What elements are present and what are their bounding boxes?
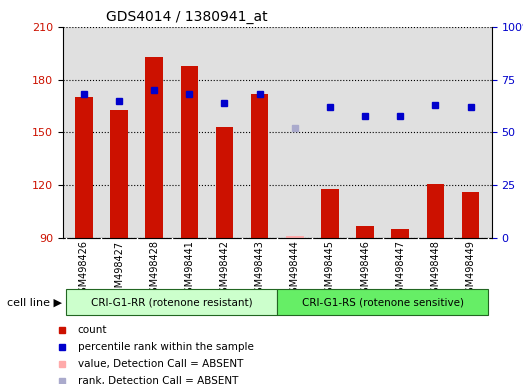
Text: cell line ▶: cell line ▶	[7, 297, 62, 308]
Text: GSM498426: GSM498426	[79, 240, 89, 300]
Text: GSM498446: GSM498446	[360, 240, 370, 300]
Bar	[145, 57, 163, 238]
Text: percentile rank within the sample: percentile rank within the sample	[77, 342, 254, 352]
Bar	[75, 97, 93, 238]
Bar	[427, 184, 444, 238]
Bar	[180, 66, 198, 238]
Text: CRI-G1-RS (rotenone sensitive): CRI-G1-RS (rotenone sensitive)	[302, 297, 464, 308]
Bar	[215, 127, 233, 238]
Text: count: count	[77, 325, 107, 335]
Bar	[251, 94, 268, 238]
Text: GSM498449: GSM498449	[465, 240, 475, 300]
Text: GSM498428: GSM498428	[149, 240, 159, 300]
FancyBboxPatch shape	[66, 290, 277, 315]
FancyBboxPatch shape	[277, 290, 488, 315]
Text: GSM498445: GSM498445	[325, 240, 335, 300]
Text: GSM498441: GSM498441	[184, 240, 195, 300]
Text: GSM498442: GSM498442	[220, 240, 230, 300]
Bar	[321, 189, 339, 238]
Text: value, Detection Call = ABSENT: value, Detection Call = ABSENT	[77, 359, 243, 369]
Text: GDS4014 / 1380941_at: GDS4014 / 1380941_at	[106, 10, 267, 25]
Text: GSM498427: GSM498427	[114, 240, 124, 300]
Bar	[356, 226, 374, 238]
Bar	[391, 229, 409, 238]
Text: GSM498447: GSM498447	[395, 240, 405, 300]
Bar	[286, 236, 303, 238]
Text: GSM498448: GSM498448	[430, 240, 440, 300]
Text: GSM498443: GSM498443	[255, 240, 265, 300]
Text: CRI-G1-RR (rotenone resistant): CRI-G1-RR (rotenone resistant)	[91, 297, 253, 308]
Bar	[110, 109, 128, 238]
Text: rank, Detection Call = ABSENT: rank, Detection Call = ABSENT	[77, 376, 238, 384]
Text: GSM498444: GSM498444	[290, 240, 300, 300]
Bar	[462, 192, 479, 238]
